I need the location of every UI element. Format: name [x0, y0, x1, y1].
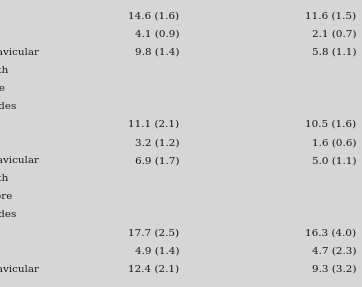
Text: nclavicular: nclavicular — [0, 156, 40, 165]
Text: 10.5 (1.6): 10.5 (1.6) — [306, 120, 357, 129]
Text: 11.1 (2.1): 11.1 (2.1) — [128, 120, 179, 129]
Text: 5.8 (1.1): 5.8 (1.1) — [312, 48, 357, 57]
Text: 6.9 (1.7): 6.9 (1.7) — [135, 156, 179, 165]
Text: with: with — [0, 66, 8, 75]
Text: hree: hree — [0, 84, 6, 93]
Text: 2.1 (0.7): 2.1 (0.7) — [312, 30, 357, 38]
Text: 12.4 (2.1): 12.4 (2.1) — [128, 265, 179, 274]
Text: 17.7 (2.5): 17.7 (2.5) — [128, 228, 179, 237]
Text: 3.2 (1.2): 3.2 (1.2) — [135, 138, 179, 147]
Text: with: with — [0, 174, 8, 183]
Text: 9.8 (1.4): 9.8 (1.4) — [135, 48, 179, 57]
Text: 9.3 (3.2): 9.3 (3.2) — [312, 265, 357, 274]
Text: nodes: nodes — [0, 102, 16, 111]
Text: more: more — [0, 192, 12, 201]
Text: nodes: nodes — [0, 210, 16, 219]
Text: 14.6 (1.6): 14.6 (1.6) — [128, 11, 179, 20]
Text: 4.9 (1.4): 4.9 (1.4) — [135, 247, 179, 255]
Text: 11.6 (1.5): 11.6 (1.5) — [306, 11, 357, 20]
Text: 4.1 (0.9): 4.1 (0.9) — [135, 30, 179, 38]
Text: 5.0 (1.1): 5.0 (1.1) — [312, 156, 357, 165]
Text: 16.3 (4.0): 16.3 (4.0) — [306, 228, 357, 237]
Text: nclavicular: nclavicular — [0, 48, 40, 57]
Text: 1.6 (0.6): 1.6 (0.6) — [312, 138, 357, 147]
Text: 4.7 (2.3): 4.7 (2.3) — [312, 247, 357, 255]
Text: nclavicular: nclavicular — [0, 265, 40, 274]
